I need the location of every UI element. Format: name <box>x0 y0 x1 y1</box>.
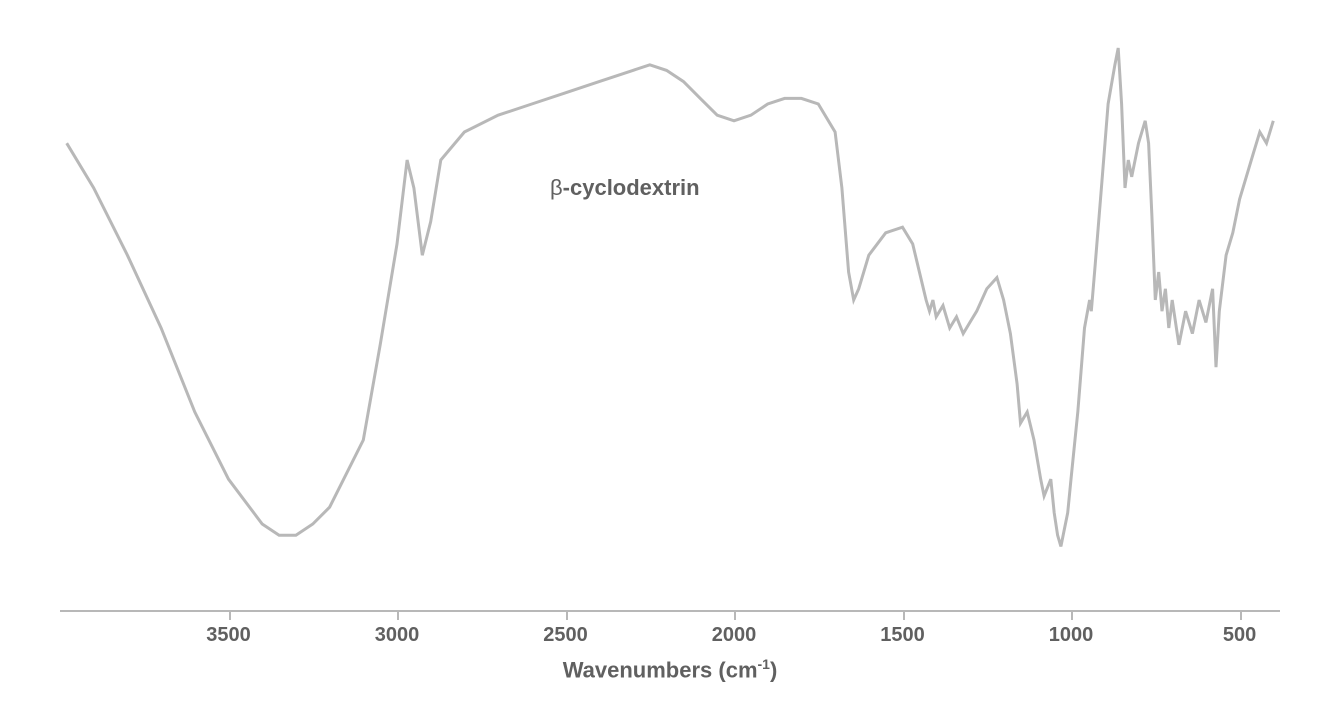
x-tick-label: 1500 <box>880 624 925 647</box>
series-label: β-cyclodextrin <box>550 175 700 201</box>
x-tick <box>734 610 736 620</box>
beta-char: β <box>550 175 563 200</box>
plot-area: β-cyclodextrin <box>60 20 1280 580</box>
x-tick-label: 2500 <box>543 624 588 647</box>
x-tick <box>397 610 399 620</box>
x-tick <box>903 610 905 620</box>
chart-container: β-cyclodextrin 3500 3000 2500 2000 1500 1000 5… <box>60 20 1280 670</box>
x-axis-label-close: ) <box>770 657 777 682</box>
x-tick <box>1071 610 1073 620</box>
x-tick <box>1240 610 1242 620</box>
x-axis-label: Wavenumbers (cm-1) <box>563 656 778 683</box>
x-tick-label: 500 <box>1223 624 1256 647</box>
x-tick-label: 2000 <box>712 624 757 647</box>
x-tick-label: 1000 <box>1049 624 1094 647</box>
x-tick-label: 3000 <box>375 624 420 647</box>
x-tick <box>229 610 231 620</box>
x-axis-line <box>60 610 1280 612</box>
x-axis-label-text: Wavenumbers (cm <box>563 657 758 682</box>
spectrum-svg <box>60 20 1280 580</box>
x-axis-label-sup: -1 <box>758 656 770 672</box>
x-tick-label: 3500 <box>206 624 251 647</box>
x-tick <box>566 610 568 620</box>
series-label-text: -cyclodextrin <box>563 175 700 200</box>
spectrum-line <box>67 48 1274 546</box>
